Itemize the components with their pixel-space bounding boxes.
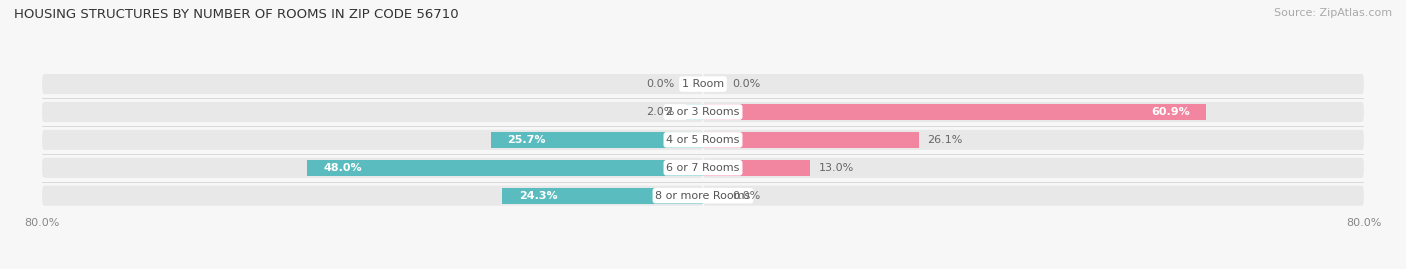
Bar	[686, 104, 703, 120]
Text: HOUSING STRUCTURES BY NUMBER OF ROOMS IN ZIP CODE 56710: HOUSING STRUCTURES BY NUMBER OF ROOMS IN…	[14, 8, 458, 21]
Text: 0.0%: 0.0%	[645, 79, 673, 89]
Bar	[703, 104, 1206, 120]
Text: Source: ZipAtlas.com: Source: ZipAtlas.com	[1274, 8, 1392, 18]
Text: 0.0%: 0.0%	[733, 191, 761, 201]
FancyBboxPatch shape	[703, 130, 1364, 150]
FancyBboxPatch shape	[42, 74, 703, 94]
Text: 4 or 5 Rooms: 4 or 5 Rooms	[666, 135, 740, 145]
Text: 13.0%: 13.0%	[818, 163, 853, 173]
Text: 26.1%: 26.1%	[927, 135, 962, 145]
FancyBboxPatch shape	[42, 102, 703, 122]
Text: 24.3%: 24.3%	[519, 191, 557, 201]
Text: 0.0%: 0.0%	[733, 79, 761, 89]
FancyBboxPatch shape	[42, 158, 703, 178]
FancyBboxPatch shape	[703, 186, 1364, 206]
Text: 25.7%: 25.7%	[508, 135, 546, 145]
Text: 6 or 7 Rooms: 6 or 7 Rooms	[666, 163, 740, 173]
Bar	[491, 132, 703, 148]
Text: 8 or more Rooms: 8 or more Rooms	[655, 191, 751, 201]
Bar	[703, 132, 918, 148]
FancyBboxPatch shape	[703, 158, 1364, 178]
Text: 1 Room: 1 Room	[682, 79, 724, 89]
Text: 2.0%: 2.0%	[645, 107, 673, 117]
FancyBboxPatch shape	[42, 186, 703, 206]
Text: 60.9%: 60.9%	[1150, 107, 1189, 117]
Bar	[502, 187, 703, 204]
Text: 2 or 3 Rooms: 2 or 3 Rooms	[666, 107, 740, 117]
FancyBboxPatch shape	[703, 102, 1364, 122]
FancyBboxPatch shape	[42, 130, 703, 150]
Bar	[307, 160, 703, 176]
FancyBboxPatch shape	[703, 74, 1364, 94]
Bar	[703, 160, 810, 176]
Text: 48.0%: 48.0%	[323, 163, 361, 173]
